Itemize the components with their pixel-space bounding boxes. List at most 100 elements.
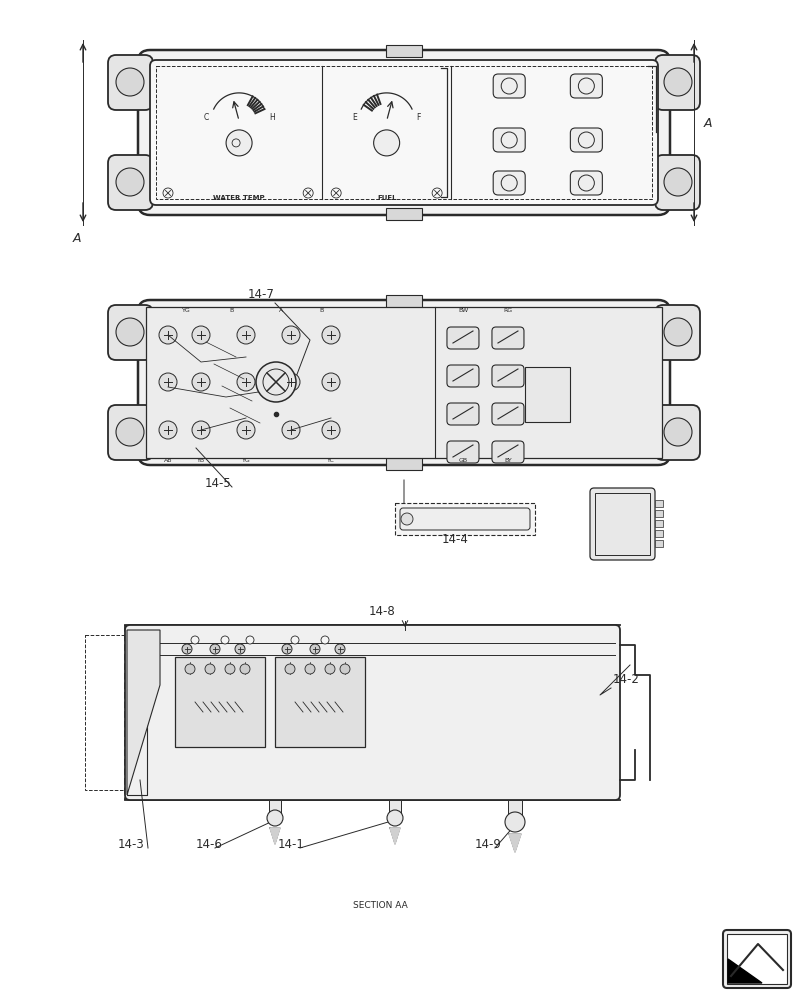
Circle shape xyxy=(240,664,250,674)
Circle shape xyxy=(282,326,300,344)
FancyBboxPatch shape xyxy=(447,327,479,349)
Circle shape xyxy=(305,664,315,674)
Text: YG: YG xyxy=(242,458,250,463)
FancyBboxPatch shape xyxy=(570,128,602,152)
Circle shape xyxy=(291,636,299,644)
Circle shape xyxy=(322,373,340,391)
Bar xyxy=(85,635,127,790)
Text: SECTION AA: SECTION AA xyxy=(352,900,407,910)
FancyBboxPatch shape xyxy=(492,441,524,463)
Text: 14-2: 14-2 xyxy=(613,673,640,686)
Text: RG: RG xyxy=(503,308,512,313)
Circle shape xyxy=(373,130,400,156)
Text: A: A xyxy=(73,232,82,245)
FancyBboxPatch shape xyxy=(655,55,700,110)
Text: YB: YB xyxy=(197,458,205,463)
Circle shape xyxy=(325,664,335,674)
Circle shape xyxy=(664,68,692,96)
FancyBboxPatch shape xyxy=(447,403,479,425)
Circle shape xyxy=(321,636,329,644)
Text: 14-6: 14-6 xyxy=(196,838,223,851)
FancyBboxPatch shape xyxy=(108,55,153,110)
Polygon shape xyxy=(728,959,762,983)
Text: C: C xyxy=(204,113,209,122)
FancyBboxPatch shape xyxy=(108,155,153,210)
Circle shape xyxy=(256,362,296,402)
Circle shape xyxy=(210,644,220,654)
Text: AB: AB xyxy=(164,458,172,463)
Circle shape xyxy=(192,326,210,344)
FancyBboxPatch shape xyxy=(493,171,525,195)
Circle shape xyxy=(505,812,525,832)
Circle shape xyxy=(387,810,403,826)
Bar xyxy=(655,520,663,527)
Bar xyxy=(508,800,522,824)
Bar xyxy=(386,45,422,57)
Bar xyxy=(156,66,652,199)
FancyBboxPatch shape xyxy=(723,930,791,988)
Circle shape xyxy=(267,810,283,826)
Bar xyxy=(655,540,663,547)
Text: B: B xyxy=(229,308,234,313)
Text: YG: YG xyxy=(182,308,191,313)
Polygon shape xyxy=(270,828,280,844)
Bar xyxy=(386,295,422,309)
Text: BY: BY xyxy=(504,458,511,463)
Bar xyxy=(655,530,663,537)
Text: A: A xyxy=(279,308,283,313)
Polygon shape xyxy=(509,834,521,852)
Circle shape xyxy=(116,168,144,196)
FancyBboxPatch shape xyxy=(400,508,530,530)
FancyBboxPatch shape xyxy=(125,625,620,800)
Circle shape xyxy=(116,418,144,446)
FancyBboxPatch shape xyxy=(138,300,670,465)
Circle shape xyxy=(285,664,295,674)
Text: 14-7: 14-7 xyxy=(248,288,275,301)
FancyBboxPatch shape xyxy=(655,305,700,360)
Text: 14-5: 14-5 xyxy=(205,477,232,490)
Circle shape xyxy=(237,373,255,391)
Text: YC: YC xyxy=(327,458,335,463)
FancyBboxPatch shape xyxy=(655,405,700,460)
Circle shape xyxy=(182,644,192,654)
FancyBboxPatch shape xyxy=(138,50,670,215)
Bar xyxy=(727,934,787,984)
Circle shape xyxy=(221,636,229,644)
Circle shape xyxy=(159,421,177,439)
Circle shape xyxy=(192,373,210,391)
FancyBboxPatch shape xyxy=(447,441,479,463)
FancyBboxPatch shape xyxy=(590,488,655,560)
Circle shape xyxy=(159,326,177,344)
Circle shape xyxy=(235,644,245,654)
Circle shape xyxy=(205,664,215,674)
Circle shape xyxy=(340,664,350,674)
Bar xyxy=(655,500,663,507)
Circle shape xyxy=(322,326,340,344)
FancyBboxPatch shape xyxy=(492,327,524,349)
Circle shape xyxy=(282,373,300,391)
Text: 14-4: 14-4 xyxy=(441,533,469,546)
Text: 14-8: 14-8 xyxy=(368,605,395,618)
FancyBboxPatch shape xyxy=(150,60,658,205)
Circle shape xyxy=(226,130,252,156)
FancyBboxPatch shape xyxy=(493,74,525,98)
Text: 14-3: 14-3 xyxy=(118,838,145,851)
Circle shape xyxy=(225,664,235,674)
FancyBboxPatch shape xyxy=(108,305,153,360)
Circle shape xyxy=(310,644,320,654)
Circle shape xyxy=(335,644,345,654)
FancyBboxPatch shape xyxy=(492,365,524,387)
Text: A: A xyxy=(704,117,713,130)
FancyBboxPatch shape xyxy=(570,74,602,98)
Bar xyxy=(275,657,365,747)
Circle shape xyxy=(246,636,254,644)
Bar xyxy=(395,503,535,535)
Polygon shape xyxy=(390,828,400,844)
Bar xyxy=(655,510,663,517)
Text: B: B xyxy=(319,308,323,313)
Circle shape xyxy=(192,421,210,439)
Circle shape xyxy=(282,644,292,654)
Bar xyxy=(389,800,401,820)
Text: 14-9: 14-9 xyxy=(475,838,502,851)
Circle shape xyxy=(191,636,199,644)
